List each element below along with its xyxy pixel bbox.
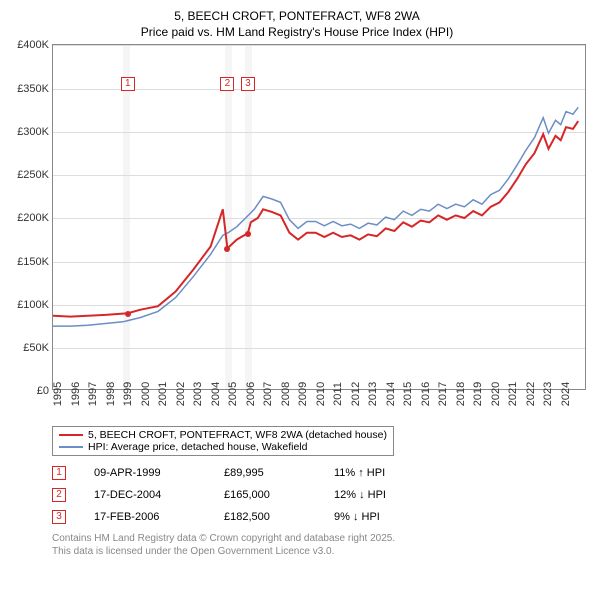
title-line2: Price paid vs. HM Land Registry's House … (8, 24, 586, 40)
y-axis-label: £300K (7, 126, 49, 138)
event-price: £182,500 (224, 511, 334, 523)
legend-swatch-2 (59, 446, 83, 448)
chart-marker: 1 (121, 77, 135, 91)
event-price: £165,000 (224, 489, 334, 501)
event-marker: 3 (52, 510, 66, 524)
legend-label-2: HPI: Average price, detached house, Wake… (88, 441, 307, 453)
plot: £0£50K£100K£150K£200K£250K£300K£350K£400… (52, 44, 586, 390)
event-pct: 12% ↓ HPI (334, 489, 386, 501)
footer-line2: This data is licensed under the Open Gov… (52, 545, 586, 558)
chart-marker: 2 (220, 77, 234, 91)
y-axis-label: £0 (7, 385, 49, 397)
sale-point (224, 246, 230, 252)
event-marker: 1 (52, 466, 66, 480)
event-pct: 11% ↑ HPI (334, 467, 385, 479)
y-axis-label: £150K (7, 256, 49, 268)
y-axis-label: £350K (7, 83, 49, 95)
y-axis-label: £100K (7, 299, 49, 311)
event-date: 17-DEC-2004 (94, 489, 224, 501)
event-price: £89,995 (224, 467, 334, 479)
event-pct: 9% ↓ HPI (334, 511, 380, 523)
event-marker: 2 (52, 488, 66, 502)
container: 5, BEECH CROFT, PONTEFRACT, WF8 2WA Pric… (0, 0, 600, 564)
sale-point (245, 231, 251, 237)
chart-marker: 3 (241, 77, 255, 91)
legend-swatch-1 (59, 434, 83, 436)
event-row: 3 17-FEB-2006£182,5009% ↓ HPI (52, 510, 586, 524)
y-axis-label: £200K (7, 212, 49, 224)
legend: 5, BEECH CROFT, PONTEFRACT, WF8 2WA (det… (52, 426, 394, 456)
footer-line1: Contains HM Land Registry data © Crown c… (52, 532, 586, 545)
event-row: 1 09-APR-1999£89,99511% ↑ HPI (52, 466, 586, 480)
events-table: 1 09-APR-1999£89,99511% ↑ HPI 2 17-DEC-2004… (52, 466, 586, 524)
event-date: 17-FEB-2006 (94, 511, 224, 523)
y-axis-label: £250K (7, 169, 49, 181)
legend-row-2: HPI: Average price, detached house, Wake… (59, 441, 387, 453)
chart-area: £0£50K£100K£150K£200K£250K£300K£350K£400… (52, 44, 586, 420)
legend-label-1: 5, BEECH CROFT, PONTEFRACT, WF8 2WA (det… (88, 429, 387, 441)
title-line1: 5, BEECH CROFT, PONTEFRACT, WF8 2WA (8, 8, 586, 24)
legend-row-1: 5, BEECH CROFT, PONTEFRACT, WF8 2WA (det… (59, 429, 387, 441)
event-date: 09-APR-1999 (94, 467, 224, 479)
event-row: 2 17-DEC-2004£165,00012% ↓ HPI (52, 488, 586, 502)
footer: Contains HM Land Registry data © Crown c… (52, 532, 586, 558)
sale-point (125, 311, 131, 317)
chart-title: 5, BEECH CROFT, PONTEFRACT, WF8 2WA Pric… (8, 8, 586, 40)
y-axis-label: £400K (7, 39, 49, 51)
x-axis-label: 2024 (560, 382, 584, 406)
y-axis-label: £50K (7, 342, 49, 354)
